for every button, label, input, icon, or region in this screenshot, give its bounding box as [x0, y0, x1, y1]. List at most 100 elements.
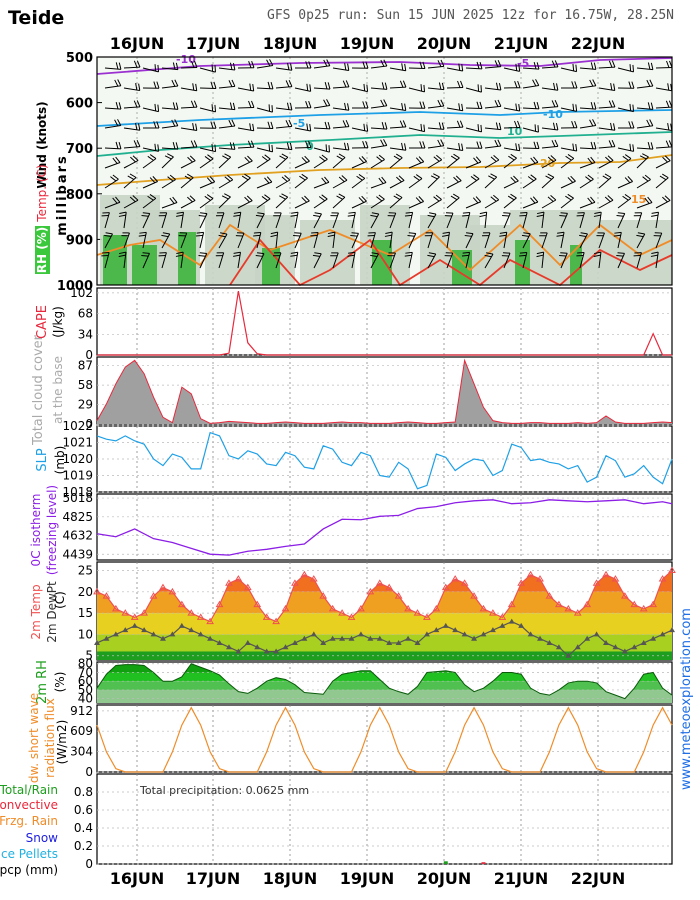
panel-label: (%) — [53, 672, 67, 693]
day-label-top: 16JUN — [110, 34, 165, 53]
y-tick-label: 1021 — [62, 436, 93, 450]
temp-band — [97, 613, 672, 634]
day-label-top: 17JUN — [186, 34, 241, 53]
rh-high-area — [103, 235, 127, 285]
wind-barb — [409, 68, 425, 69]
wind-barb-flag — [502, 216, 509, 217]
precip-legend-label: pcp (mm) — [0, 863, 58, 877]
panel-label: Total cloud cover — [31, 334, 46, 446]
wind-barb-flag — [559, 215, 566, 216]
wind-barb-flag — [215, 105, 216, 112]
wind-barb-flag — [350, 235, 357, 236]
isotherm-label: 15 — [631, 193, 646, 206]
rh-band — [97, 690, 672, 703]
wind-barb-flag — [421, 124, 422, 131]
wind-barb-flag — [503, 213, 510, 214]
wind-barb — [200, 88, 216, 89]
day-label-bottom: 16JUN — [110, 869, 165, 888]
wind-barb-flag — [269, 144, 270, 151]
wind-barb-flag — [478, 124, 479, 131]
wind-barb-flag — [254, 232, 261, 233]
y-tick-label: 15 — [78, 606, 93, 620]
day-label-bottom: 22JUN — [571, 869, 626, 888]
wind-barb — [466, 108, 482, 109]
y-tick-label: 0 — [85, 857, 93, 871]
y-tick-label: 912 — [70, 704, 93, 718]
wind-barb-flag — [561, 213, 568, 214]
y-tick-label: 68 — [78, 307, 93, 321]
day-label-bottom: 21JUN — [494, 869, 549, 888]
y-tick-label: 5018 — [62, 491, 93, 505]
y-tick-label: 4632 — [62, 529, 93, 543]
panel-label: 2m Temp — [29, 584, 43, 639]
day-label-bottom: 20JUN — [417, 869, 472, 888]
day-label-bottom: 18JUN — [263, 869, 318, 888]
rh-high-area — [515, 240, 530, 285]
wind-barb-flag — [520, 252, 527, 253]
panel-label: (mb) — [53, 446, 67, 475]
wind-barb — [504, 127, 520, 128]
isotherm-label: -5 — [293, 117, 305, 130]
wind-barb-flag — [481, 125, 482, 132]
precip-total-text: Total precipitation: 0.0625 mm — [139, 784, 309, 797]
run-info: GFS 0p25 run: Sun 15 JUN 2025 12z for 16… — [267, 8, 674, 23]
rh-high-area — [570, 245, 582, 285]
panel-label: at the base — [51, 356, 65, 424]
wind-barb-flag — [616, 255, 623, 256]
wind-barb-flag — [633, 65, 634, 72]
panel-label: (C) — [53, 591, 67, 609]
wind-barb — [238, 107, 254, 108]
wind-barb-flag — [364, 84, 365, 91]
y-tick-label: 29 — [78, 398, 93, 412]
panel-label: CAPE — [35, 305, 50, 339]
millibars-label: millibars — [55, 154, 70, 236]
wind-barb-flag — [573, 64, 574, 71]
wind-barb-flag — [272, 145, 273, 152]
wind-barb-flag — [462, 255, 469, 256]
wind-barb-flag — [215, 145, 216, 152]
y-tick-label: 0.2 — [74, 839, 93, 853]
humidity-area — [300, 220, 355, 285]
wind-barb-flag — [196, 235, 203, 236]
isotherm-label: -10 — [543, 108, 563, 121]
watermark: www.meteoexploration.com — [679, 608, 694, 790]
y-tick-label: 0 — [85, 765, 93, 779]
precip-legend-label: Convective — [0, 798, 58, 812]
wind-barb-flag — [630, 104, 631, 111]
precip-bar — [481, 862, 485, 864]
panel-label: SLP — [35, 448, 50, 471]
wind-barb-flag — [406, 212, 413, 213]
wind-barb-flag — [424, 125, 425, 132]
wind-barb-flag — [294, 233, 301, 234]
day-label-top: 18JUN — [263, 34, 318, 53]
wind-barb — [181, 67, 197, 68]
y-tick-label: 4439 — [62, 547, 93, 561]
y-tick-label: 0.6 — [74, 803, 93, 817]
wind-barb-flag — [462, 215, 469, 216]
precip-legend-label: Frzg. Rain — [0, 814, 58, 828]
y-tick-label: 34 — [78, 327, 93, 341]
wind-barb-flag — [197, 232, 204, 233]
panel-label: 2m DewPt — [45, 581, 59, 643]
wind-barb-flag — [559, 256, 566, 257]
y-tick-label: 25 — [78, 564, 93, 578]
y-tick-label: 4825 — [62, 510, 93, 524]
panel-label: (W/m2) — [55, 720, 69, 765]
wind-barb — [257, 128, 273, 129]
wind-barb-flag — [293, 236, 300, 237]
panel-label: dw. short wave — [27, 693, 41, 783]
freezing-frame — [97, 494, 672, 560]
precip-legend-label: Total/Rain — [0, 783, 58, 797]
y-tick-label: 0.8 — [74, 785, 93, 799]
wind-barb — [656, 67, 672, 68]
wind-barb-flag — [212, 104, 213, 111]
day-label-top: 22JUN — [571, 34, 626, 53]
panel-label: (freezing level) — [45, 485, 59, 575]
precip-legend-label: Ice Pellets — [0, 847, 58, 861]
wind-barb-flag — [519, 255, 526, 256]
wind-barb-flag — [155, 104, 156, 111]
wind-barb-flag — [405, 215, 412, 216]
wind-barb-flag — [560, 253, 567, 254]
